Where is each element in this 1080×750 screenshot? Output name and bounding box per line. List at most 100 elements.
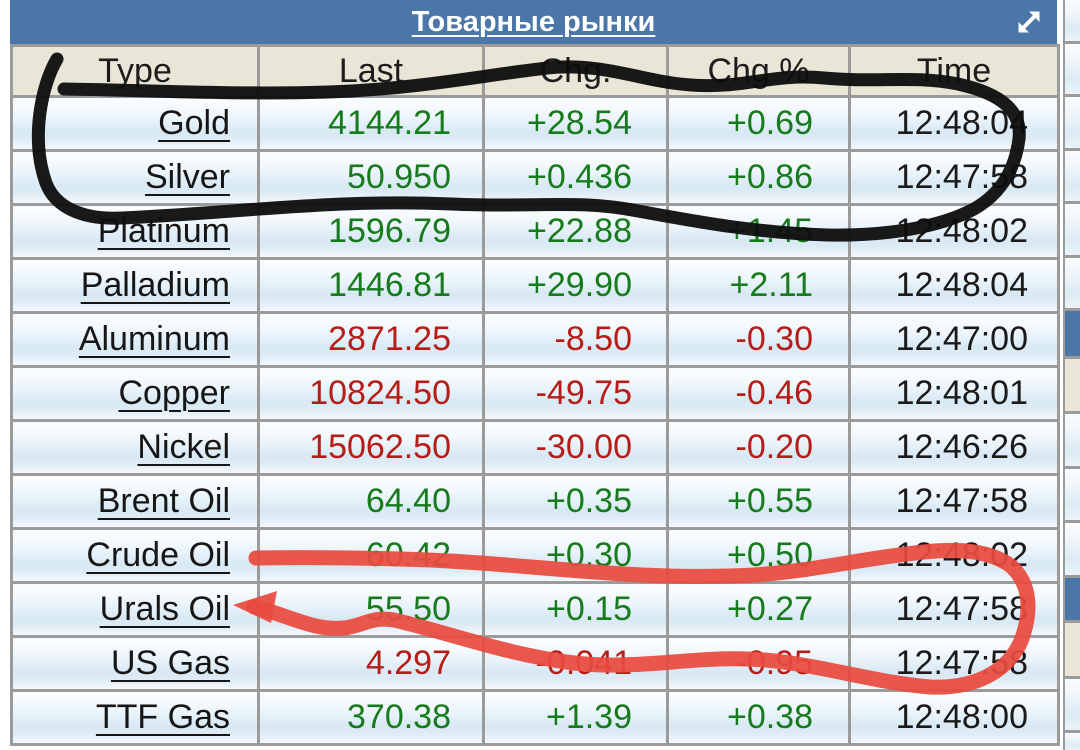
cell-last: 1596.79 — [257, 203, 485, 260]
instrument-link[interactable]: Copper — [118, 374, 230, 412]
cell-chg: -49.75 — [482, 365, 669, 422]
cell-chg-pct: +0.55 — [666, 473, 851, 530]
instrument-link[interactable]: Nickel — [137, 428, 230, 466]
cell-last: 60.42 — [257, 527, 485, 584]
cell-chg-pct: +1.45 — [666, 203, 851, 260]
cell-chg: -0.041 — [482, 635, 669, 692]
table-row: Platinum 1596.79 +22.88 +1.45 12:48:02 — [10, 203, 1060, 260]
adjacent-widget-strip — [1063, 0, 1080, 750]
cell-chg: +29.90 — [482, 257, 669, 314]
strip-segment-row — [1065, 469, 1080, 520]
col-header-last: Last — [257, 44, 485, 98]
col-header-chgpct: Chg % — [666, 44, 851, 98]
instrument-link[interactable]: Crude Oil — [86, 536, 230, 574]
cell-last: 2871.25 — [257, 311, 485, 368]
cell-chg-pct: +0.50 — [666, 527, 851, 584]
instrument-link[interactable]: Palladium — [80, 266, 230, 304]
cell-chg-pct: +0.27 — [666, 581, 851, 638]
cell-chg: +28.54 — [482, 95, 669, 152]
cell-type: Aluminum — [10, 311, 260, 368]
cell-last: 4.297 — [257, 635, 485, 692]
strip-segment-row — [1065, 258, 1080, 308]
instrument-link[interactable]: Brent Oil — [97, 482, 230, 520]
table-row: Silver 50.950 +0.436 +0.86 12:47:58 — [10, 149, 1060, 206]
table-row: Palladium 1446.81 +29.90 +2.11 12:48:04 — [10, 257, 1060, 314]
strip-segment-row — [1065, 0, 1080, 41]
table-row: Copper 10824.50 -49.75 -0.46 12:48:01 — [10, 365, 1060, 422]
table-row: Gold 4144.21 +28.54 +0.69 12:48:04 — [10, 95, 1060, 152]
col-header-chg: Chg. — [482, 44, 669, 98]
cell-type: Palladium — [10, 257, 260, 314]
strip-segment-row — [1065, 414, 1080, 466]
cell-chg-pct: -0.30 — [666, 311, 851, 368]
column-header-row: Type Last Chg. Chg % Time — [10, 44, 1060, 98]
strip-segment-colhead — [1065, 359, 1080, 411]
cell-chg-pct: -0.20 — [666, 419, 851, 476]
cell-last: 370.38 — [257, 689, 485, 746]
cell-time: 12:47:58 — [848, 635, 1060, 692]
commodities-table: Type Last Chg. Chg % Time Gold 4144.21 +28… — [10, 44, 1060, 746]
table-row: Crude Oil 60.42 +0.30 +0.50 12:48:02 — [10, 527, 1060, 584]
table-row: US Gas 4.297 -0.041 -0.95 12:47:58 — [10, 635, 1060, 692]
cell-time: 12:47:00 — [848, 311, 1060, 368]
col-header-type: Type — [10, 44, 260, 98]
instrument-link[interactable]: US Gas — [110, 644, 230, 682]
cell-chg-pct: -0.95 — [666, 635, 851, 692]
cell-last: 15062.50 — [257, 419, 485, 476]
instrument-link[interactable]: Urals Oil — [99, 590, 230, 628]
cell-type: Silver — [10, 149, 260, 206]
cell-chg: +0.35 — [482, 473, 669, 530]
strip-segment-row — [1065, 523, 1080, 575]
instrument-link[interactable]: Gold — [158, 104, 230, 142]
cell-chg: +1.39 — [482, 689, 669, 746]
strip-segment-head — [1065, 311, 1080, 356]
col-header-time: Time — [848, 44, 1060, 98]
cell-last: 4144.21 — [257, 95, 485, 152]
cell-chg-pct: +0.69 — [666, 95, 851, 152]
instrument-link[interactable]: TTF Gas — [95, 698, 230, 736]
cell-last: 50.950 — [257, 149, 485, 206]
instrument-link[interactable]: Silver — [144, 158, 230, 196]
cell-last: 64.40 — [257, 473, 485, 530]
cell-chg-pct: -0.46 — [666, 365, 851, 422]
cell-time: 12:48:02 — [848, 203, 1060, 260]
cell-chg: +0.436 — [482, 149, 669, 206]
cell-time: 12:48:02 — [848, 527, 1060, 584]
strip-segment-row — [1065, 204, 1080, 255]
cell-type: Crude Oil — [10, 527, 260, 584]
expand-icon[interactable] — [1014, 7, 1044, 37]
cell-type: Gold — [10, 95, 260, 152]
widget-title-link[interactable]: Товарные рынки — [411, 5, 656, 38]
strip-segment-colhead — [1065, 623, 1080, 676]
table-row: Urals Oil 55.50 +0.15 +0.27 12:47:58 — [10, 581, 1060, 638]
instrument-link[interactable]: Platinum — [97, 212, 230, 250]
table-body: Gold 4144.21 +28.54 +0.69 12:48:04 Silver 50.9… — [10, 95, 1060, 746]
table-row: Brent Oil 64.40 +0.35 +0.55 12:47:58 — [10, 473, 1060, 530]
cell-time: 12:48:04 — [848, 95, 1060, 152]
cell-type: Brent Oil — [10, 473, 260, 530]
commodities-widget: Товарные рынки Type Last Chg. Chg % Time… — [10, 0, 1060, 746]
cell-chg-pct: +0.86 — [666, 149, 851, 206]
cell-chg-pct: +2.11 — [666, 257, 851, 314]
cell-time: 12:47:58 — [848, 149, 1060, 206]
cell-type: Urals Oil — [10, 581, 260, 638]
strip-segment-head — [1065, 578, 1080, 620]
strip-segment-row — [1065, 151, 1080, 201]
cell-last: 10824.50 — [257, 365, 485, 422]
instrument-link[interactable]: Aluminum — [78, 320, 230, 358]
cell-time: 12:48:01 — [848, 365, 1060, 422]
cell-chg: +0.15 — [482, 581, 669, 638]
strip-segment-row — [1065, 733, 1080, 750]
cell-time: 12:47:58 — [848, 581, 1060, 638]
widget-titlebar: Товарные рынки — [10, 0, 1057, 44]
cell-time: 12:46:26 — [848, 419, 1060, 476]
cell-last: 1446.81 — [257, 257, 485, 314]
cell-chg: +0.30 — [482, 527, 669, 584]
cell-time: 12:48:00 — [848, 689, 1060, 746]
cell-chg: +22.88 — [482, 203, 669, 260]
cell-type: TTF Gas — [10, 689, 260, 746]
cell-time: 12:48:04 — [848, 257, 1060, 314]
cell-chg-pct: +0.38 — [666, 689, 851, 746]
cell-last: 55.50 — [257, 581, 485, 638]
table-row: Nickel 15062.50 -30.00 -0.20 12:46:26 — [10, 419, 1060, 476]
